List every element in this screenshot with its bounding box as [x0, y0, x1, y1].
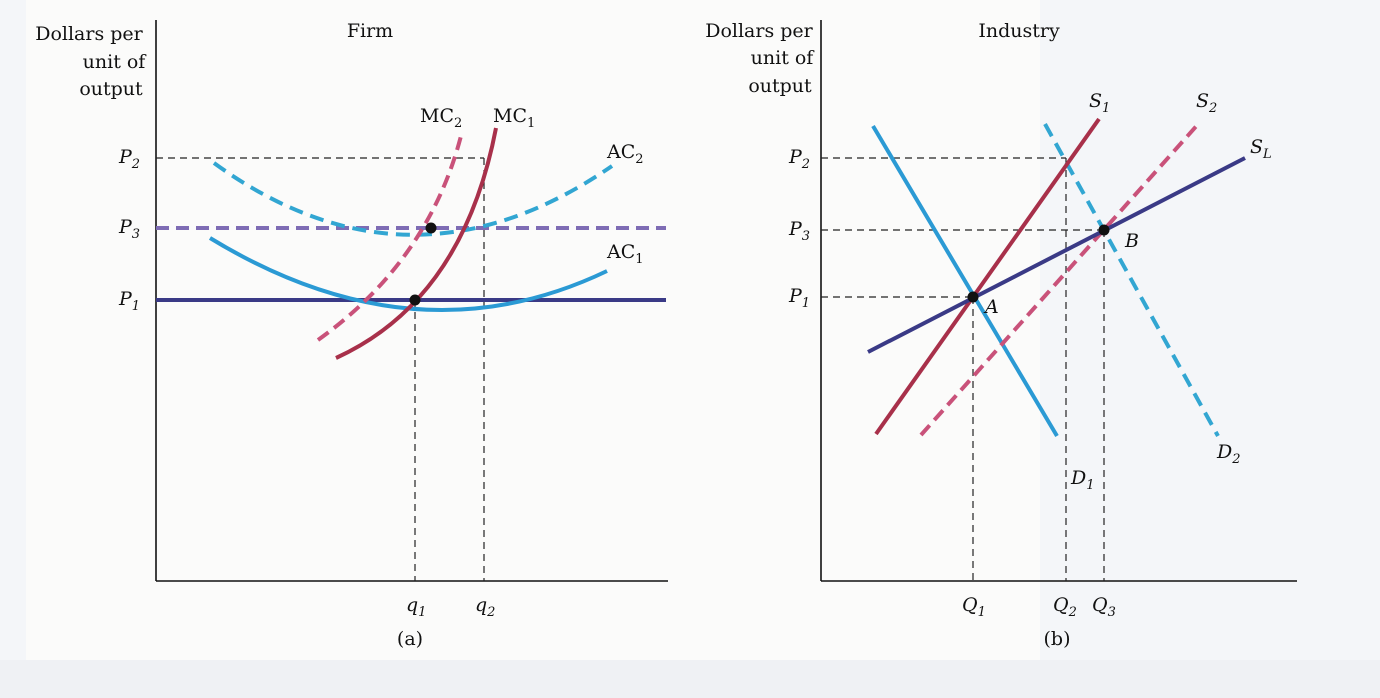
- industry-ylabel-line-1: Dollars per: [705, 20, 813, 42]
- firm-caption: (a): [397, 628, 423, 650]
- firm-point-p3: [425, 222, 437, 234]
- firm-p1-label: P1: [118, 288, 140, 314]
- point-b-label: B: [1124, 230, 1139, 252]
- bottom-bar: [0, 660, 1380, 698]
- industry-title: Industry: [978, 20, 1060, 42]
- firm-title: Firm: [347, 20, 393, 42]
- s2-label: S2: [1196, 90, 1217, 116]
- d2-curve: [1043, 123, 1220, 437]
- panel-industry: Industry Dollars per unit of output P2 P…: [705, 20, 1297, 650]
- mc2-curve: [316, 131, 464, 342]
- firm-q1-label: q1: [406, 594, 426, 620]
- industry-ylabel-line-2: unit of: [751, 47, 816, 69]
- s1-label: S1: [1089, 90, 1110, 116]
- industry-point-a: [967, 291, 979, 303]
- industry-caption: (b): [1044, 628, 1071, 650]
- point-a-label: A: [983, 296, 999, 318]
- sl-curve: [867, 156, 1246, 354]
- industry-p2-label: P2: [788, 146, 810, 172]
- industry-q2-label: Q2: [1053, 594, 1077, 620]
- firm-point-q1-p1: [409, 294, 421, 306]
- sl-label: SL: [1250, 136, 1272, 162]
- figure-background: [26, 0, 1040, 660]
- firm-p3-label: P3: [118, 216, 140, 242]
- firm-ylabel-line-2: unit of: [83, 51, 148, 73]
- firm-q2-label: q2: [475, 594, 495, 620]
- panel-firm: Firm Dollars per unit of output P2 P3 P1…: [35, 20, 668, 650]
- s2-curve: [919, 120, 1202, 437]
- industry-ylabel-line-3: output: [748, 75, 812, 97]
- s1-curve: [874, 117, 1101, 436]
- d1-label: D1: [1070, 467, 1095, 493]
- industry-point-b: [1098, 224, 1110, 236]
- d1-curve: [871, 124, 1059, 438]
- mc1-curve: [335, 127, 498, 360]
- ac2-label: AC2: [606, 141, 644, 167]
- economics-figure: Firm Dollars per unit of output P2 P3 P1…: [35, 20, 1297, 650]
- industry-q1-label: Q1: [962, 594, 986, 620]
- industry-q3-label: Q3: [1092, 594, 1116, 620]
- ac1-curve: [208, 236, 608, 312]
- ac2-curve: [212, 161, 614, 237]
- mc1-label: MC1: [493, 105, 535, 131]
- ac1-label: AC1: [606, 241, 644, 267]
- firm-p2-label: P2: [118, 146, 140, 172]
- mc2-label: MC2: [420, 105, 462, 131]
- industry-p1-label: P1: [788, 285, 810, 311]
- industry-p3-label: P3: [788, 218, 810, 244]
- d2-label: D2: [1216, 441, 1241, 467]
- firm-ylabel-line-3: output: [79, 78, 143, 100]
- firm-ylabel-line-1: Dollars per: [35, 23, 143, 45]
